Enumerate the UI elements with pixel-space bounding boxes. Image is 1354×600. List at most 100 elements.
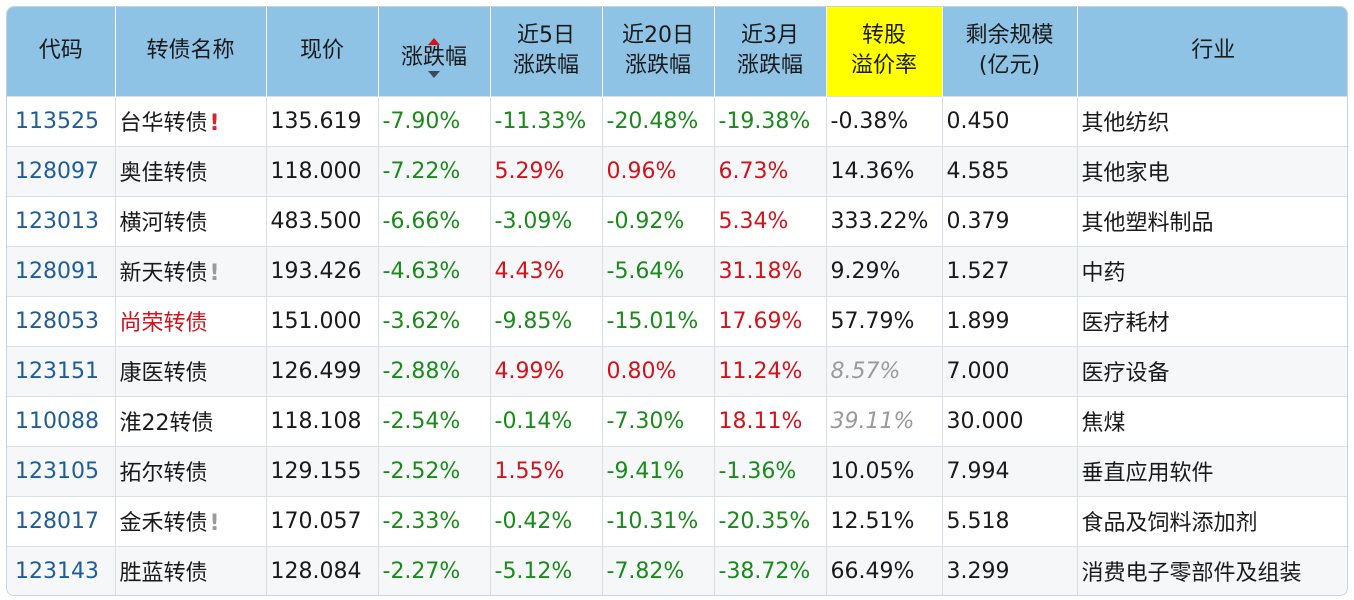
change-20d: -5.64%	[602, 245, 715, 296]
conversion-premium: -0.38%	[826, 95, 943, 146]
bond-name[interactable]: 胜蓝转债	[119, 561, 208, 587]
change-5d: 4.43%	[490, 245, 603, 296]
bond-name-cell[interactable]: 康医转债	[115, 345, 267, 396]
table-row[interactable]: 123151 康医转债 126.499 -2.88% 4.99% 0.80% 11.24% 8…	[7, 345, 1347, 396]
col-header-change[interactable]: 涨跌幅	[378, 7, 491, 96]
table-row[interactable]: 128091 新天转债! 193.426 -4.63% 4.43% -5.64% 31.18…	[7, 245, 1347, 296]
daily-change: -7.90%	[378, 95, 491, 146]
change-20d: -0.92%	[602, 195, 715, 246]
col-header-premium[interactable]: 转股 溢价率	[826, 7, 943, 96]
conversion-premium: 9.29%	[826, 245, 943, 296]
price: 128.084	[266, 545, 379, 595]
bond-code-link[interactable]: 113525	[7, 95, 116, 146]
table-row[interactable]: 110088 淮22转债 118.108 -2.54% -0.14% -7.30% 18.1…	[7, 395, 1347, 446]
change-20d: -15.01%	[602, 295, 715, 346]
remaining-size: 1.527	[942, 245, 1078, 296]
bond-code-link[interactable]: 128097	[7, 145, 116, 196]
conversion-premium: 333.22%	[826, 195, 943, 246]
price: 129.155	[266, 445, 379, 496]
daily-change: -4.63%	[378, 245, 491, 296]
price: 151.000	[266, 295, 379, 346]
conversion-premium: 10.05%	[826, 445, 943, 496]
bond-code-link[interactable]: 128053	[7, 295, 116, 346]
daily-change: -6.66%	[378, 195, 491, 246]
sort-desc-icon[interactable]	[427, 71, 440, 79]
bond-code-link[interactable]: 128017	[7, 495, 116, 546]
bond-name-cell[interactable]: 淮22转债	[115, 395, 267, 446]
bond-name[interactable]: 拓尔转债	[119, 461, 208, 486]
change-20d: -10.31%	[602, 495, 715, 546]
bond-code-link[interactable]: 123143	[7, 545, 116, 595]
header-sublabel: 涨跌幅	[512, 53, 579, 79]
change-5d: -9.85%	[490, 295, 603, 346]
bond-name-cell[interactable]: 新天转债!	[115, 245, 267, 296]
bond-name[interactable]: 台华转债	[119, 111, 208, 136]
bond-name-cell[interactable]: 奥佳转债	[115, 145, 267, 196]
bond-name[interactable]: 横河转债	[119, 211, 208, 236]
warning-mark-icon: !	[209, 111, 220, 136]
col-header-5d-change[interactable]: 近5日 涨跌幅	[490, 7, 603, 96]
bond-code-link[interactable]: 128091	[7, 245, 116, 296]
change-20d: -7.82%	[602, 545, 715, 595]
col-header-remaining-size[interactable]: 剩余规模 (亿元)	[942, 7, 1078, 96]
col-header-price[interactable]: 现价	[266, 7, 379, 96]
header-label: 转债名称	[146, 38, 235, 64]
change-3m: 18.11%	[714, 395, 827, 446]
bond-name-cell[interactable]: 尚荣转债	[115, 295, 267, 346]
table-row[interactable]: 128053 尚荣转债 151.000 -3.62% -9.85% -15.01% 17.6…	[7, 295, 1347, 346]
price: 483.500	[266, 195, 379, 246]
industry: 消费电子零部件及组装	[1077, 545, 1347, 595]
conversion-premium: 14.36%	[826, 145, 943, 196]
table-row[interactable]: 123105 拓尔转债 129.155 -2.52% 1.55% -9.41% -1.36%…	[7, 445, 1347, 496]
bond-code-link[interactable]: 123013	[7, 195, 116, 246]
bond-code-link[interactable]: 110088	[7, 395, 116, 446]
bond-name-cell[interactable]: 金禾转债!	[115, 495, 267, 546]
bond-name[interactable]: 康医转债	[119, 361, 208, 386]
conversion-premium: 57.79%	[826, 295, 943, 346]
industry: 其他塑料制品	[1077, 195, 1347, 246]
table-row[interactable]: 123143 胜蓝转债 128.084 -2.27% -5.12% -7.82% -38.7…	[7, 545, 1347, 595]
change-5d: -5.12%	[490, 545, 603, 595]
bond-name[interactable]: 淮22转债	[119, 411, 214, 436]
header-label: 转股	[861, 23, 906, 49]
remaining-size: 0.379	[942, 195, 1078, 246]
industry: 其他纺织	[1077, 95, 1347, 146]
warning-mark-icon: !	[209, 261, 220, 286]
change-3m: 11.24%	[714, 345, 827, 396]
daily-change: -7.22%	[378, 145, 491, 196]
change-5d: 4.99%	[490, 345, 603, 396]
bond-code-link[interactable]: 123151	[7, 345, 116, 396]
bond-name[interactable]: 奥佳转债	[119, 161, 208, 186]
bond-code-link[interactable]: 123105	[7, 445, 116, 496]
sort-control[interactable]: 涨跌幅	[401, 38, 467, 79]
conversion-premium: 66.49%	[826, 545, 943, 595]
bond-name[interactable]: 新天转债	[119, 261, 208, 286]
change-3m: 5.34%	[714, 195, 827, 246]
col-header-code[interactable]: 代码	[7, 7, 116, 96]
table-row[interactable]: 128097 奥佳转债 118.000 -7.22% 5.29% 0.96% 6.73% 14…	[7, 145, 1347, 196]
bond-name[interactable]: 尚荣转债	[119, 311, 208, 336]
bond-name-cell[interactable]: 横河转债	[115, 195, 267, 246]
change-20d: -9.41%	[602, 445, 715, 496]
change-3m: 17.69%	[714, 295, 827, 346]
table-row[interactable]: 123013 横河转债 483.500 -6.66% -3.09% -0.92% 5.34%…	[7, 195, 1347, 246]
change-5d: 5.29%	[490, 145, 603, 196]
col-header-name[interactable]: 转债名称	[115, 7, 267, 96]
change-5d: 1.55%	[490, 445, 603, 496]
table-row[interactable]: 113525 台华转债! 135.619 -7.90% -11.33% -20.48% -1…	[7, 95, 1347, 146]
bond-name-cell[interactable]: 胜蓝转债	[115, 545, 267, 595]
table-row[interactable]: 128017 金禾转债! 170.057 -2.33% -0.42% -10.31% -20…	[7, 495, 1347, 546]
price: 126.499	[266, 345, 379, 396]
header-label: 近20日	[622, 23, 694, 49]
col-header-3m-change[interactable]: 近3月 涨跌幅	[714, 7, 827, 96]
bond-name-cell[interactable]: 拓尔转债	[115, 445, 267, 496]
col-header-20d-change[interactable]: 近20日 涨跌幅	[602, 7, 715, 96]
col-header-industry[interactable]: 行业	[1077, 7, 1347, 96]
header-label: 代码	[38, 38, 83, 64]
bond-name[interactable]: 金禾转债	[119, 511, 208, 536]
conversion-premium: 8.57%	[826, 345, 943, 396]
sort-asc-icon[interactable]	[427, 38, 440, 46]
change-5d: -0.14%	[490, 395, 603, 446]
bond-name-cell[interactable]: 台华转债!	[115, 95, 267, 146]
remaining-size: 0.450	[942, 95, 1078, 146]
